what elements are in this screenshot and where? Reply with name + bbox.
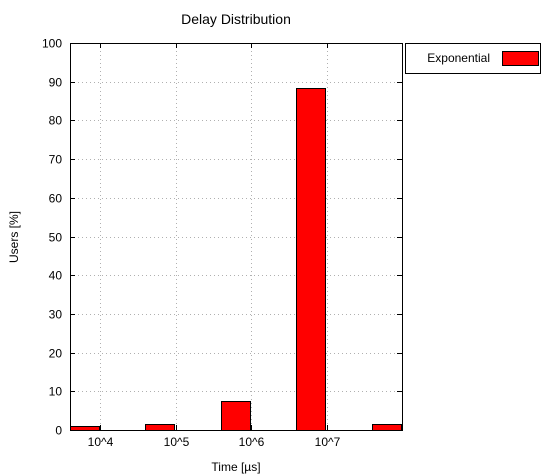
x-tick-label: 10^4	[88, 435, 114, 449]
y-tick-label: 30	[49, 308, 63, 322]
y-tick-label: 40	[49, 269, 63, 283]
legend: Exponential	[406, 44, 541, 74]
y-tick-label: 60	[49, 192, 63, 206]
x-tick-label: 10^7	[315, 435, 341, 449]
y-tick-label: 100	[42, 37, 62, 51]
y-axis-ticks: 0 10 20 30 40 50 60 70 80 90 100	[42, 37, 402, 438]
legend-swatch	[503, 52, 539, 66]
bar	[222, 402, 251, 431]
y-tick-label: 50	[49, 231, 63, 245]
y-tick-label: 20	[49, 347, 63, 361]
y-tick-label: 0	[55, 424, 62, 438]
bar	[297, 89, 326, 431]
chart-title: Delay Distribution	[181, 11, 291, 27]
bar-series	[71, 89, 402, 431]
y-tick-label: 70	[49, 153, 63, 167]
y-axis-label: Users [%]	[7, 211, 21, 263]
y-tick-label: 80	[49, 114, 63, 128]
y-tick-label: 90	[49, 76, 63, 90]
x-axis-label: Time [µs]	[211, 460, 260, 474]
bar	[146, 425, 175, 431]
plot-frame	[70, 43, 403, 431]
y-tick-label: 10	[49, 385, 63, 399]
x-tick-label: 10^6	[239, 435, 265, 449]
bar	[71, 427, 100, 431]
grid-lines	[70, 43, 402, 430]
legend-label: Exponential	[427, 51, 490, 65]
x-tick-label: 10^5	[164, 435, 190, 449]
bar	[373, 425, 402, 431]
